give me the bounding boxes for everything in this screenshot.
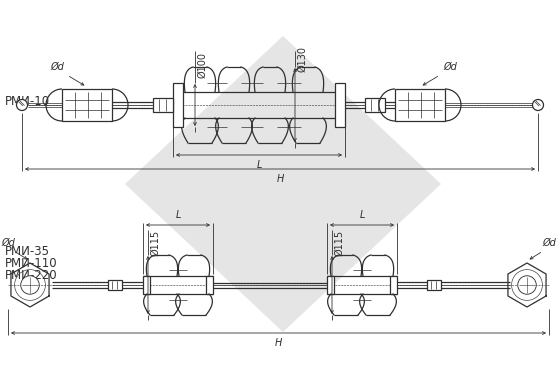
Polygon shape — [125, 36, 441, 332]
Text: РМИ-220: РМИ-220 — [5, 269, 58, 282]
Bar — [327, 276, 334, 294]
Text: Ød: Ød — [542, 238, 556, 248]
Bar — [365, 98, 385, 112]
Text: РМИ-110: РМИ-110 — [5, 257, 58, 270]
Bar — [206, 276, 213, 294]
Text: РМИ-35: РМИ-35 — [5, 245, 50, 258]
Bar — [390, 276, 397, 294]
Text: Ø100: Ø100 — [197, 52, 207, 78]
Text: Ød: Ød — [50, 62, 64, 72]
Bar — [427, 280, 441, 290]
Text: Ø130: Ø130 — [297, 46, 307, 72]
Bar — [62, 89, 112, 121]
Text: РМИ-10: РМИ-10 — [5, 95, 50, 108]
Circle shape — [16, 100, 27, 110]
Circle shape — [21, 276, 39, 294]
Text: Ød: Ød — [443, 62, 457, 72]
Circle shape — [518, 276, 536, 294]
Text: Ø115: Ø115 — [334, 230, 344, 256]
Bar — [173, 83, 183, 127]
Text: Ød: Ød — [1, 238, 15, 248]
Text: L: L — [360, 210, 365, 220]
Text: Ø115: Ø115 — [150, 230, 160, 256]
Bar — [108, 280, 122, 290]
Bar — [143, 276, 150, 294]
Text: L: L — [175, 210, 181, 220]
Text: H: H — [275, 338, 282, 348]
Bar — [335, 83, 345, 127]
Bar — [153, 98, 173, 112]
Bar — [395, 89, 445, 121]
Text: L: L — [256, 160, 262, 170]
Text: H: H — [276, 174, 284, 184]
Circle shape — [533, 100, 544, 110]
